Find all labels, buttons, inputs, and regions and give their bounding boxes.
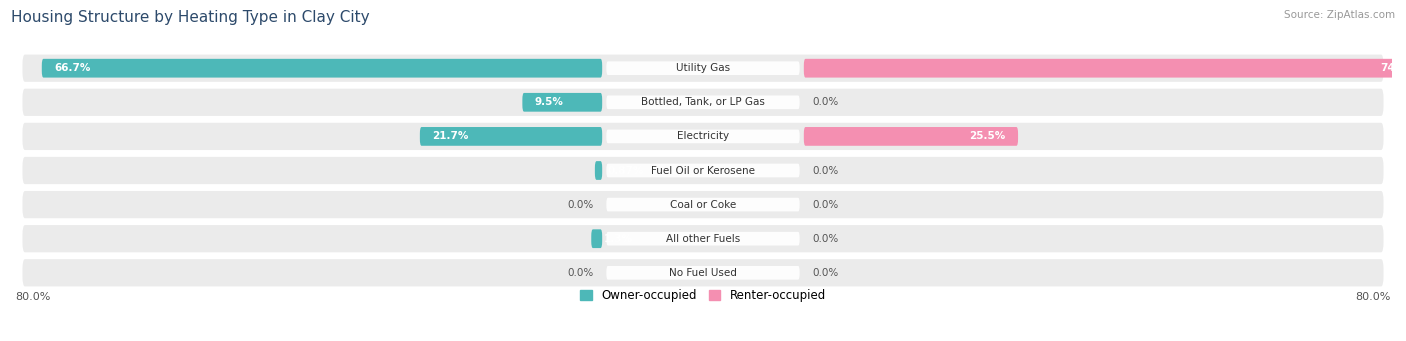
FancyBboxPatch shape <box>595 161 602 180</box>
Text: 0.0%: 0.0% <box>813 199 838 210</box>
FancyBboxPatch shape <box>606 232 800 246</box>
FancyBboxPatch shape <box>22 123 1384 150</box>
Text: Coal or Coke: Coal or Coke <box>669 199 737 210</box>
FancyBboxPatch shape <box>592 229 602 248</box>
Text: 80.0%: 80.0% <box>1355 292 1391 302</box>
Text: 0.0%: 0.0% <box>568 268 593 278</box>
FancyBboxPatch shape <box>606 198 800 211</box>
Text: 0.0%: 0.0% <box>813 268 838 278</box>
FancyBboxPatch shape <box>606 130 800 143</box>
Text: 66.7%: 66.7% <box>55 63 91 73</box>
Text: Utility Gas: Utility Gas <box>676 63 730 73</box>
Text: Electricity: Electricity <box>676 131 730 142</box>
Text: No Fuel Used: No Fuel Used <box>669 268 737 278</box>
FancyBboxPatch shape <box>42 59 602 78</box>
Text: 74.5%: 74.5% <box>1381 63 1406 73</box>
FancyBboxPatch shape <box>22 259 1384 286</box>
Text: 21.7%: 21.7% <box>433 131 468 142</box>
FancyBboxPatch shape <box>420 127 602 146</box>
Text: All other Fuels: All other Fuels <box>666 234 740 244</box>
FancyBboxPatch shape <box>804 59 1406 78</box>
FancyBboxPatch shape <box>22 191 1384 218</box>
Text: 0.0%: 0.0% <box>568 199 593 210</box>
Text: 0.0%: 0.0% <box>813 234 838 244</box>
Text: 0.0%: 0.0% <box>813 97 838 107</box>
FancyBboxPatch shape <box>606 95 800 109</box>
FancyBboxPatch shape <box>606 164 800 177</box>
FancyBboxPatch shape <box>22 225 1384 252</box>
FancyBboxPatch shape <box>606 266 800 280</box>
Text: 9.5%: 9.5% <box>534 97 564 107</box>
FancyBboxPatch shape <box>22 157 1384 184</box>
Text: Fuel Oil or Kerosene: Fuel Oil or Kerosene <box>651 165 755 176</box>
Text: 80.0%: 80.0% <box>15 292 51 302</box>
Text: 1.3%: 1.3% <box>603 234 633 244</box>
FancyBboxPatch shape <box>22 55 1384 82</box>
Text: Source: ZipAtlas.com: Source: ZipAtlas.com <box>1284 10 1395 20</box>
Text: Housing Structure by Heating Type in Clay City: Housing Structure by Heating Type in Cla… <box>11 10 370 25</box>
Text: 0.87%: 0.87% <box>607 165 644 176</box>
FancyBboxPatch shape <box>523 93 602 112</box>
FancyBboxPatch shape <box>606 61 800 75</box>
FancyBboxPatch shape <box>804 127 1018 146</box>
FancyBboxPatch shape <box>22 89 1384 116</box>
Text: 0.0%: 0.0% <box>813 165 838 176</box>
Text: Bottled, Tank, or LP Gas: Bottled, Tank, or LP Gas <box>641 97 765 107</box>
Legend: Owner-occupied, Renter-occupied: Owner-occupied, Renter-occupied <box>575 285 831 307</box>
Text: 25.5%: 25.5% <box>969 131 1005 142</box>
